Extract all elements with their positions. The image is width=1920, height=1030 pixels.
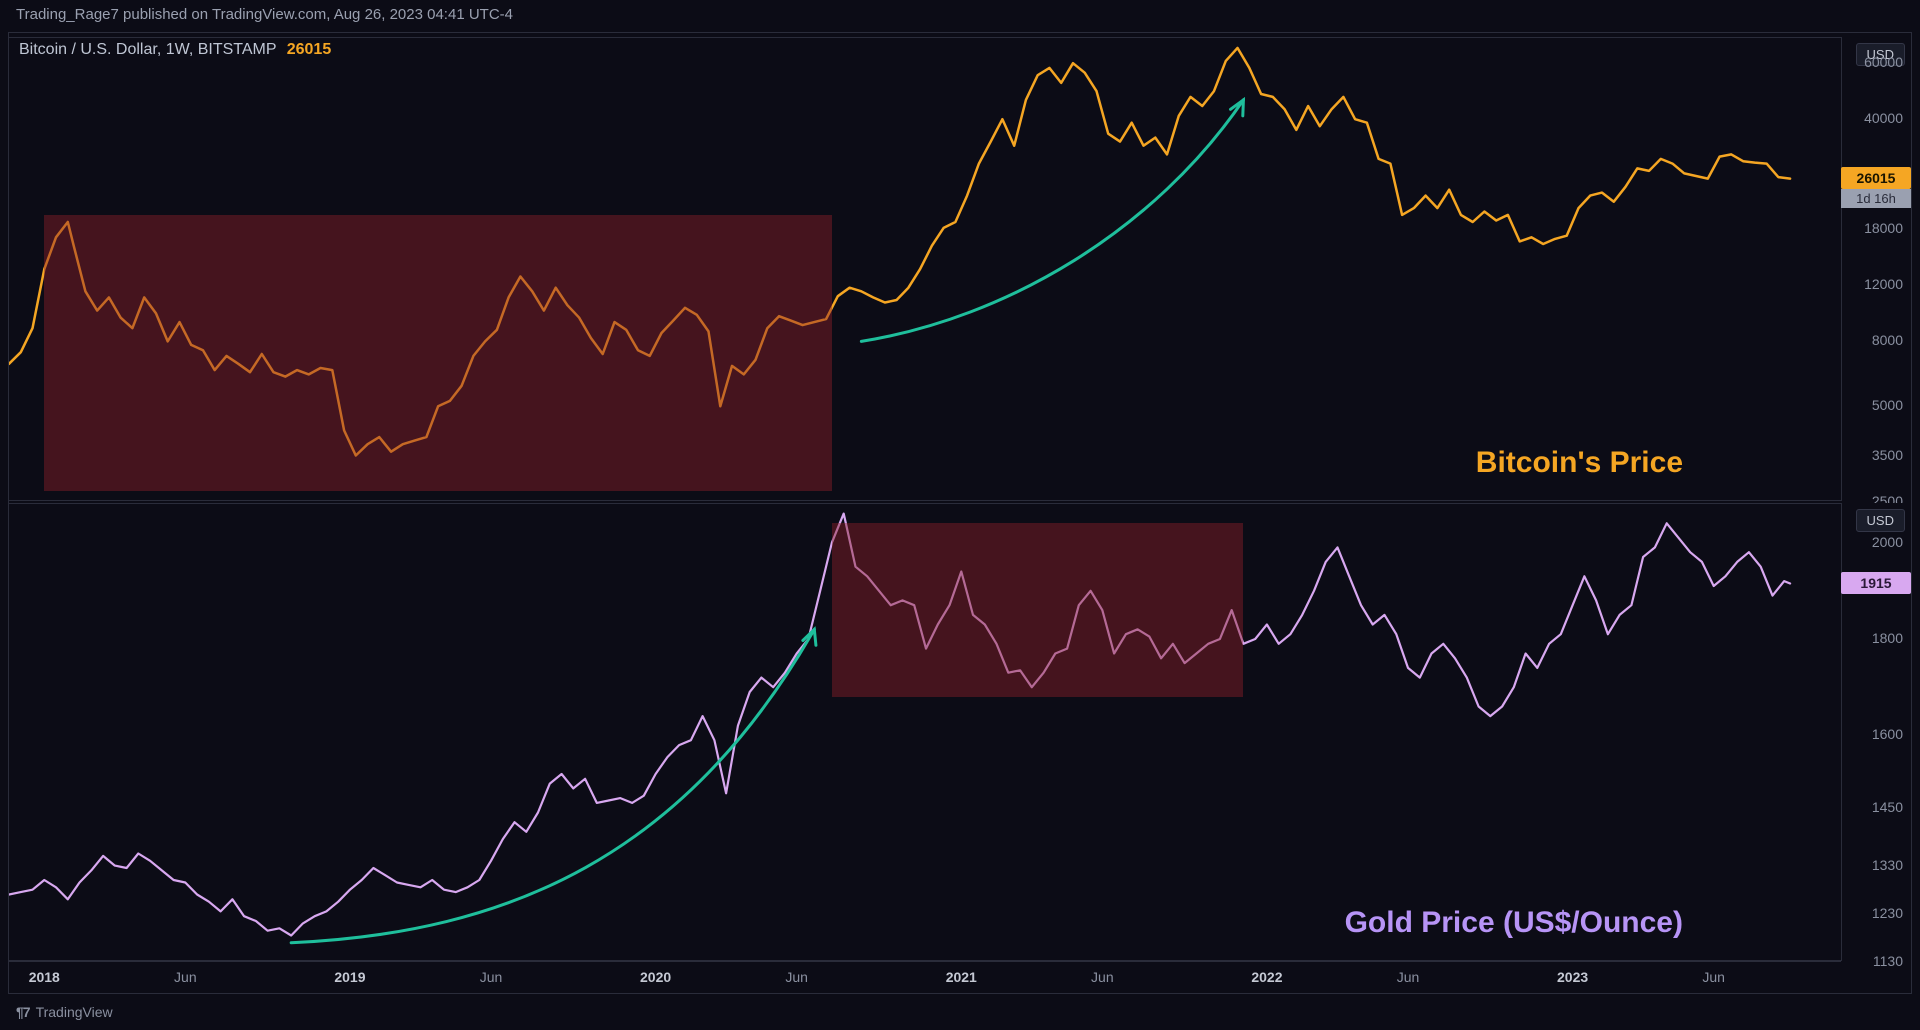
y-tick: 1450 bbox=[1872, 799, 1903, 815]
y-tick: 1800 bbox=[1872, 630, 1903, 646]
y-tick: 1230 bbox=[1872, 905, 1903, 921]
x-tick: 2018 bbox=[29, 969, 60, 985]
y-tick: 1330 bbox=[1872, 857, 1903, 873]
x-tick: Jun bbox=[785, 969, 808, 985]
panel2-label: Gold Price (US$/Ounce) bbox=[1345, 906, 1683, 940]
x-tick: Jun bbox=[1091, 969, 1114, 985]
y-tick: 60000 bbox=[1864, 54, 1903, 70]
tradingview-logo-icon: ¶7 bbox=[16, 1004, 30, 1020]
x-tick: 2022 bbox=[1251, 969, 1282, 985]
x-tick: 2021 bbox=[946, 969, 977, 985]
y-tick: 5000 bbox=[1872, 397, 1903, 413]
panel1-highlight-rect bbox=[44, 215, 832, 492]
y-tick: 8000 bbox=[1872, 332, 1903, 348]
chart-frame[interactable]: Bitcoin / U.S. Dollar, 1W, BITSTAMP 2601… bbox=[8, 32, 1912, 994]
panel2-y-axis[interactable]: USD 200019151800160014501330123011301915 bbox=[1841, 503, 1911, 961]
y-tick: 3500 bbox=[1872, 447, 1903, 463]
footer: ¶7 TradingView bbox=[16, 998, 113, 1026]
x-tick: 2020 bbox=[640, 969, 671, 985]
publish-header-text: Trading_Rage7 published on TradingView.c… bbox=[16, 6, 513, 23]
x-tick: Jun bbox=[1702, 969, 1725, 985]
symbol-value: 26015 bbox=[287, 41, 332, 58]
footer-brand: TradingView bbox=[36, 1004, 113, 1020]
publish-header: Trading_Rage7 published on TradingView.c… bbox=[0, 0, 1920, 32]
panel2-unit-box[interactable]: USD bbox=[1856, 509, 1905, 532]
page-root: Trading_Rage7 published on TradingView.c… bbox=[0, 0, 1920, 1030]
y-tick: 12000 bbox=[1864, 276, 1903, 292]
x-tick: Jun bbox=[1397, 969, 1420, 985]
price-tag: 1915 bbox=[1841, 572, 1911, 594]
countdown-tag: 1d 16h bbox=[1841, 189, 1911, 208]
x-tick: Jun bbox=[174, 969, 197, 985]
y-tick: 2000 bbox=[1872, 534, 1903, 550]
x-tick: 2019 bbox=[334, 969, 365, 985]
panel1-label: Bitcoin's Price bbox=[1476, 446, 1683, 480]
y-tick: 18000 bbox=[1864, 220, 1903, 236]
panel1-y-axis[interactable]: USD 600004000026015180001200080005000350… bbox=[1841, 37, 1911, 501]
panel2-highlight-rect bbox=[832, 523, 1243, 697]
symbol-pair: Bitcoin / U.S. Dollar, 1W, BITSTAMP bbox=[19, 41, 276, 58]
time-x-axis[interactable]: 2018 Jun 2019 Jun 2020 Jun 2021 Jun 2022 Jun 2023 J… bbox=[9, 961, 1841, 993]
y-tick: 1130 bbox=[1873, 953, 1903, 969]
x-tick: Jun bbox=[480, 969, 503, 985]
y-tick: 40000 bbox=[1864, 110, 1903, 126]
bitcoin-price-panel[interactable]: Bitcoin's Price bbox=[9, 37, 1843, 501]
gold-price-panel[interactable]: Gold Price (US$/Ounce) bbox=[9, 503, 1843, 961]
x-tick: 2023 bbox=[1557, 969, 1588, 985]
y-tick: 1600 bbox=[1872, 726, 1903, 742]
price-tag: 26015 bbox=[1841, 167, 1911, 189]
symbol-line: Bitcoin / U.S. Dollar, 1W, BITSTAMP 2601… bbox=[19, 41, 331, 59]
